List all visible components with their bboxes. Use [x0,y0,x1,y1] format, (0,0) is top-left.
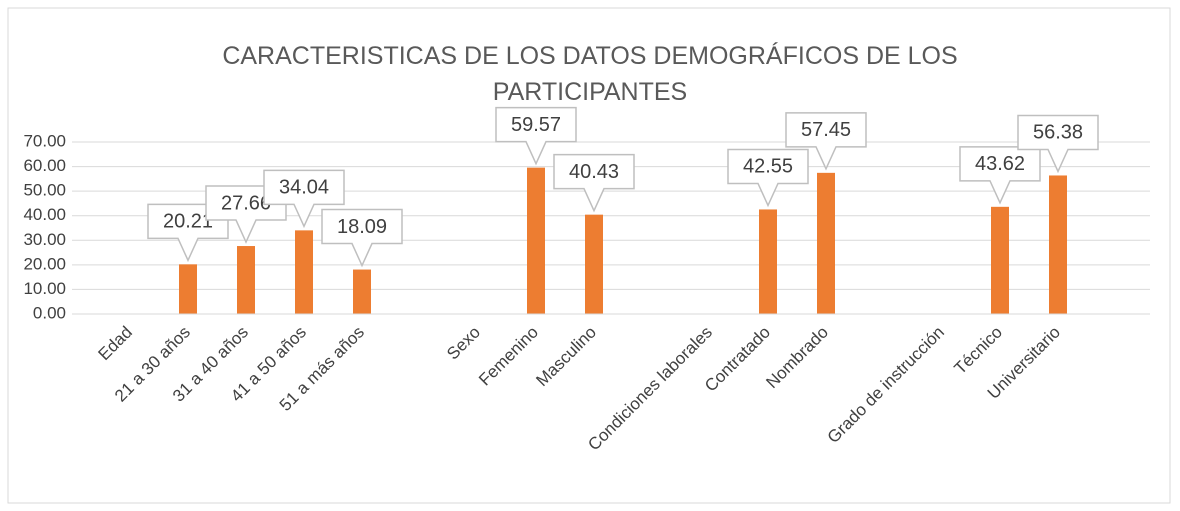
data-label-callout [785,112,867,171]
data-label-callout [959,146,1041,205]
bar [237,246,255,314]
data-label: 59.57 [511,114,561,136]
data-label-callout [321,208,403,268]
y-tick-label: 0.00 [33,303,66,322]
bar [1049,175,1067,314]
bar [817,172,835,314]
bar [527,167,545,314]
data-label: 56.38 [1033,122,1083,144]
data-label: 42.55 [743,156,793,178]
data-label-callout [727,148,809,208]
data-label: 34.04 [279,177,329,199]
data-label-callout [263,169,345,229]
chart-title: CARACTERISTICAS DE LOS DATOS DEMOGRÁFICO… [222,42,958,106]
data-label: 57.45 [801,119,851,141]
y-tick-label: 10.00 [23,279,66,298]
data-label: 40.43 [569,161,619,183]
bar [585,214,603,314]
data-label-callout [553,153,635,213]
x-tick-label: Técnico [950,323,1006,379]
y-tick-label: 70.00 [23,131,66,150]
bar [179,264,197,314]
data-label-callout [495,106,577,166]
bar [759,209,777,314]
bar [353,269,371,314]
data-label: 43.62 [975,153,1025,175]
x-tick-label: Masculino [532,323,600,391]
x-tick-label: Nombrado [762,323,832,393]
data-label: 18.09 [337,216,387,238]
x-tick-label: Grado de instrucción [824,323,948,447]
bar [295,230,313,314]
data-label: 20.21 [163,211,213,233]
y-tick-label: 50.00 [23,181,66,200]
chart-border [7,7,1171,504]
y-tick-label: 60.00 [23,156,66,175]
x-tick-label: Femenino [475,323,542,390]
data-label: 27.66 [221,192,271,214]
y-tick-label: 20.00 [23,254,66,273]
y-tick-label: 30.00 [23,230,66,249]
bar [991,206,1009,314]
x-tick-label: Edad [94,323,136,365]
x-tick-label: Sexo [443,323,484,364]
data-label-callout [1017,114,1099,174]
y-tick-label: 40.00 [23,205,66,224]
x-tick-label: Condiciones laborales [584,323,716,455]
